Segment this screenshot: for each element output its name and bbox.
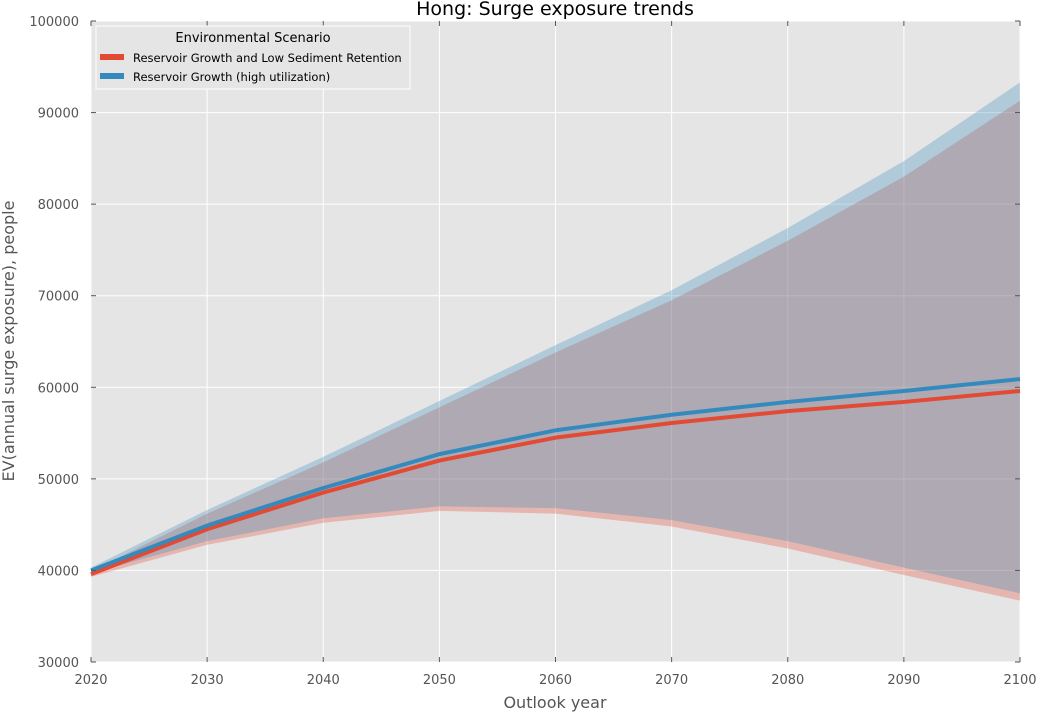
x-tick-label-2020: 2020 — [74, 673, 107, 688]
x-tick-label-2080: 2080 — [771, 673, 804, 688]
uncertainty-bands — [91, 82, 1020, 601]
y-tick-label-60000: 60000 — [38, 381, 79, 396]
legend-swatch-high-utilization — [100, 73, 124, 79]
series-lines — [90, 377, 1021, 576]
x-axis-label: Outlook year — [503, 693, 607, 712]
legend-title: Environmental Scenario — [175, 31, 330, 46]
y-tick-label-40000: 40000 — [38, 564, 79, 579]
y-tick-label-90000: 90000 — [38, 107, 79, 122]
chart-title: Hong: Surge exposure trends — [416, 0, 694, 20]
y-tick-label-80000: 80000 — [38, 198, 79, 213]
legend: Environmental Scenario Reservoir Growth … — [95, 25, 411, 90]
legend-entry-low-sediment: Reservoir Growth and Low Sediment Retent… — [133, 51, 402, 65]
y-tick-label-100000: 100000 — [29, 15, 79, 30]
band-series-0 — [91, 100, 1020, 601]
y-axis-label: EV(annual surge exposure), people — [0, 201, 18, 482]
axis-ticks — [90, 20, 1021, 663]
band-series-1 — [91, 82, 1020, 594]
line-series-0 — [90, 388, 1021, 576]
x-tick-label-2040: 2040 — [307, 673, 340, 688]
x-tick-label-2030: 2030 — [191, 673, 224, 688]
x-tick-label-2100: 2100 — [1003, 673, 1036, 688]
y-tick-labels: 30000 40000 50000 60000 70000 80000 90000 10000… — [29, 15, 79, 671]
x-tick-labels: 2020 2030 2040 2050 2060 2070 2080 2090 2100 — [74, 673, 1036, 688]
x-tick-label-2060: 2060 — [539, 673, 572, 688]
x-tick-label-2050: 2050 — [423, 673, 456, 688]
legend-swatch-low-sediment — [100, 54, 124, 60]
x-tick-label-2090: 2090 — [887, 673, 920, 688]
y-tick-label-50000: 50000 — [38, 473, 79, 488]
legend-frame — [95, 25, 411, 90]
line-series-1 — [90, 377, 1021, 573]
legend-entry-high-utilization: Reservoir Growth (high utilization) — [133, 70, 330, 84]
y-tick-label-30000: 30000 — [38, 656, 79, 671]
y-tick-label-70000: 70000 — [38, 290, 79, 305]
x-tick-label-2070: 2070 — [655, 673, 688, 688]
